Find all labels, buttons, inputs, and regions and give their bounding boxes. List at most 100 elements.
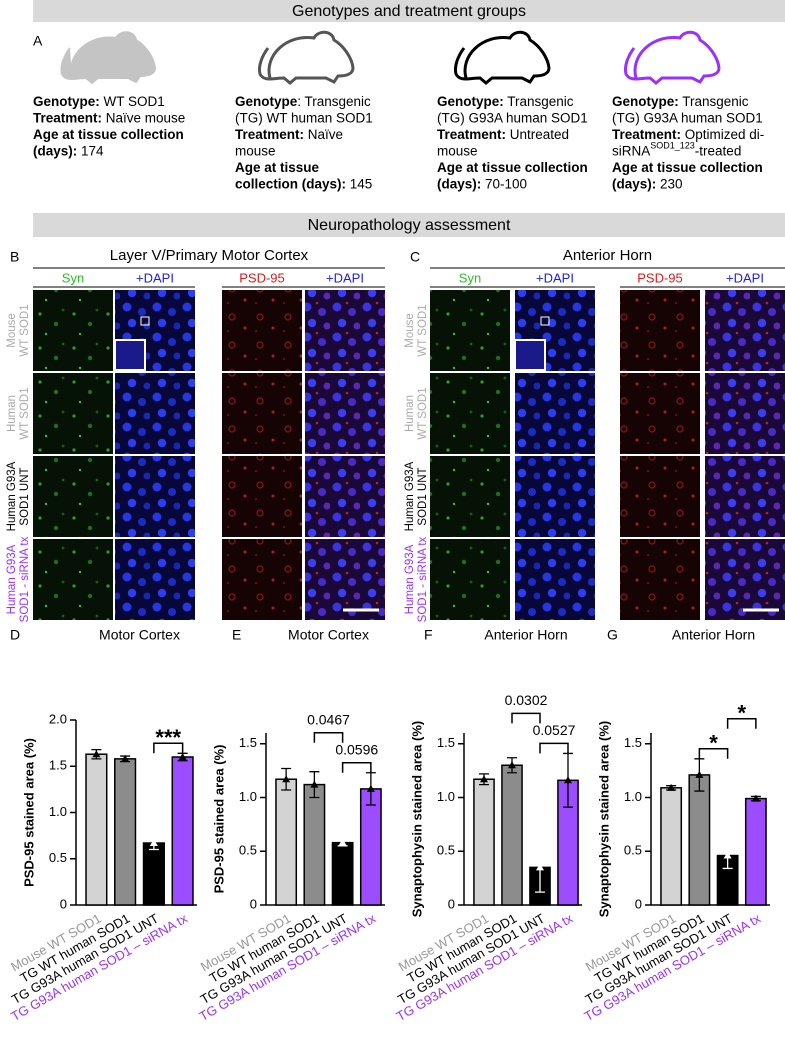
y-tick-label: 0.5 [437, 843, 455, 858]
panel-label: B [10, 249, 19, 265]
bar [142, 842, 165, 906]
genotype-line: (days): 230 [612, 176, 683, 191]
column-label: Syn [459, 270, 481, 285]
text-run: Naïve mouse [102, 110, 185, 125]
text-run: Treatment: [612, 127, 681, 142]
micrograph [115, 539, 195, 620]
text-run: 230 [656, 176, 682, 191]
text-run: (TG) G93A human SOD1 [437, 110, 588, 125]
mouse-icon [60, 31, 157, 84]
genotype-line: Genotype: Transgenic [235, 94, 371, 109]
y-axis-label: PSD-95 stained area (%) [21, 738, 36, 887]
text-run: Age at tissue collection [612, 160, 763, 175]
micrograph [305, 539, 385, 620]
micrograph [305, 373, 385, 454]
significance-label: * [737, 701, 746, 726]
data-point [149, 839, 158, 847]
y-tick-label: 0 [60, 896, 67, 911]
panel-label: F [424, 627, 433, 643]
genotype-line: Genotype: Transgenic [437, 94, 574, 109]
data-point [92, 750, 101, 758]
micrograph [620, 373, 700, 454]
genotype-line: Age at tissue collection [612, 160, 763, 175]
data-point [667, 783, 676, 791]
data-point [480, 775, 488, 783]
y-tick-label: 1.5 [624, 735, 642, 750]
text-run: WT SOD1 [100, 94, 165, 109]
micrograph [33, 373, 113, 454]
row-label: SOD1 - siRNA tx [417, 536, 429, 622]
genotype-line: Treatment: Optimized di- [612, 127, 764, 142]
text-run: Transgenic [504, 94, 574, 109]
row-label: WT SOD1 [19, 304, 31, 356]
genotype-line: mouse [437, 143, 478, 158]
micrograph [515, 373, 595, 454]
micrograph [620, 539, 700, 620]
significance-bracket [698, 748, 729, 759]
panel-label: D [10, 627, 20, 643]
text-run: Treatment: [437, 127, 506, 142]
y-tick-label: 1.5 [49, 758, 67, 773]
significance-label: 0.0302 [505, 692, 548, 708]
data-point [282, 775, 291, 783]
bar [171, 756, 194, 906]
genotype-line: Genotype: Transgenic [612, 94, 749, 109]
micrograph [430, 373, 510, 454]
data-point [338, 838, 347, 846]
column-label: +DAPI [326, 270, 364, 285]
significance-bracket [511, 712, 541, 724]
row-label: Mouse [6, 313, 18, 348]
mouse-icon [623, 30, 721, 85]
chart-title: Motor Cortex [99, 627, 180, 643]
genotype-line: Age at tissue [235, 160, 320, 175]
mouse-icon [257, 30, 355, 85]
section-title: Genotypes and treatment groups [292, 3, 526, 20]
row-label: Mouse [404, 313, 416, 348]
y-tick-label: 0.5 [49, 850, 67, 865]
bar [501, 764, 523, 906]
y-tick-label: 1.0 [49, 804, 67, 819]
micrograph [515, 456, 595, 537]
genotype-line: Treatment: Naïve mouse [33, 110, 185, 125]
bar [688, 774, 711, 906]
chart-title: Motor Cortex [288, 627, 369, 643]
text-run: Naïve [304, 127, 343, 142]
micrograph [222, 539, 302, 620]
chart-title: Anterior Horn [672, 627, 755, 643]
row-label: Human G93A [6, 461, 18, 531]
text-run: Genotype: [612, 94, 679, 109]
y-tick-label: 0 [448, 896, 455, 911]
text-run: mouse [437, 143, 478, 158]
bar [114, 758, 137, 906]
row-label: Human G93A [6, 544, 18, 614]
data-point [695, 770, 704, 778]
data-point [536, 863, 544, 871]
text-run: Untreated [506, 127, 569, 142]
text-run: 174 [77, 143, 104, 158]
text-run: Genotype: [33, 94, 100, 109]
row-label: WT SOD1 [417, 387, 429, 439]
micrograph [705, 539, 785, 620]
micrograph [222, 373, 302, 454]
text-run: Genotype [235, 94, 298, 109]
significance-bracket [539, 742, 569, 754]
micrograph [705, 456, 785, 537]
y-tick-label: 0 [635, 896, 642, 911]
panel-title: Layer V/Primary Motor Cortex [110, 247, 309, 264]
genotype-line: (TG) G93A human SOD1 [437, 110, 588, 125]
panel-title: Anterior Horn [563, 247, 652, 264]
micrograph [620, 290, 700, 371]
row-label: Human G93A [404, 461, 416, 531]
y-tick-label: 1.0 [437, 789, 455, 804]
section-bar [33, 0, 785, 22]
row-label: Human [404, 395, 416, 432]
text-run: (days): [437, 176, 481, 191]
significance-label: 0.0527 [533, 722, 576, 738]
mouse-icon [453, 30, 551, 85]
row-label: SOD1 UNT [19, 467, 31, 525]
text-run: Treatment: [33, 110, 102, 125]
y-tick-label: 1.0 [239, 789, 257, 804]
data-point [366, 784, 375, 792]
text-run: (days): [33, 143, 77, 158]
